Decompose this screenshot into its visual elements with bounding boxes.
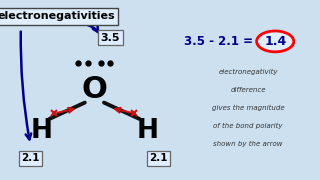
Text: 2.1: 2.1 [21,153,40,163]
Text: 1.4: 1.4 [264,35,286,48]
Text: electronegativities: electronegativities [0,11,115,21]
Text: of the bond polarity: of the bond polarity [213,123,283,129]
Circle shape [257,31,294,52]
Text: gives the magnitude: gives the magnitude [212,105,284,111]
Text: 3.5 - 2.1 =: 3.5 - 2.1 = [184,35,253,48]
Text: shown by the arrow: shown by the arrow [213,141,283,147]
Text: O: O [82,75,107,105]
Text: electronegativity: electronegativity [218,69,278,75]
Text: difference: difference [230,87,266,93]
Text: 3.5: 3.5 [101,33,120,43]
Text: 2.1: 2.1 [149,153,168,163]
Text: H: H [31,118,52,144]
Text: H: H [136,118,158,144]
